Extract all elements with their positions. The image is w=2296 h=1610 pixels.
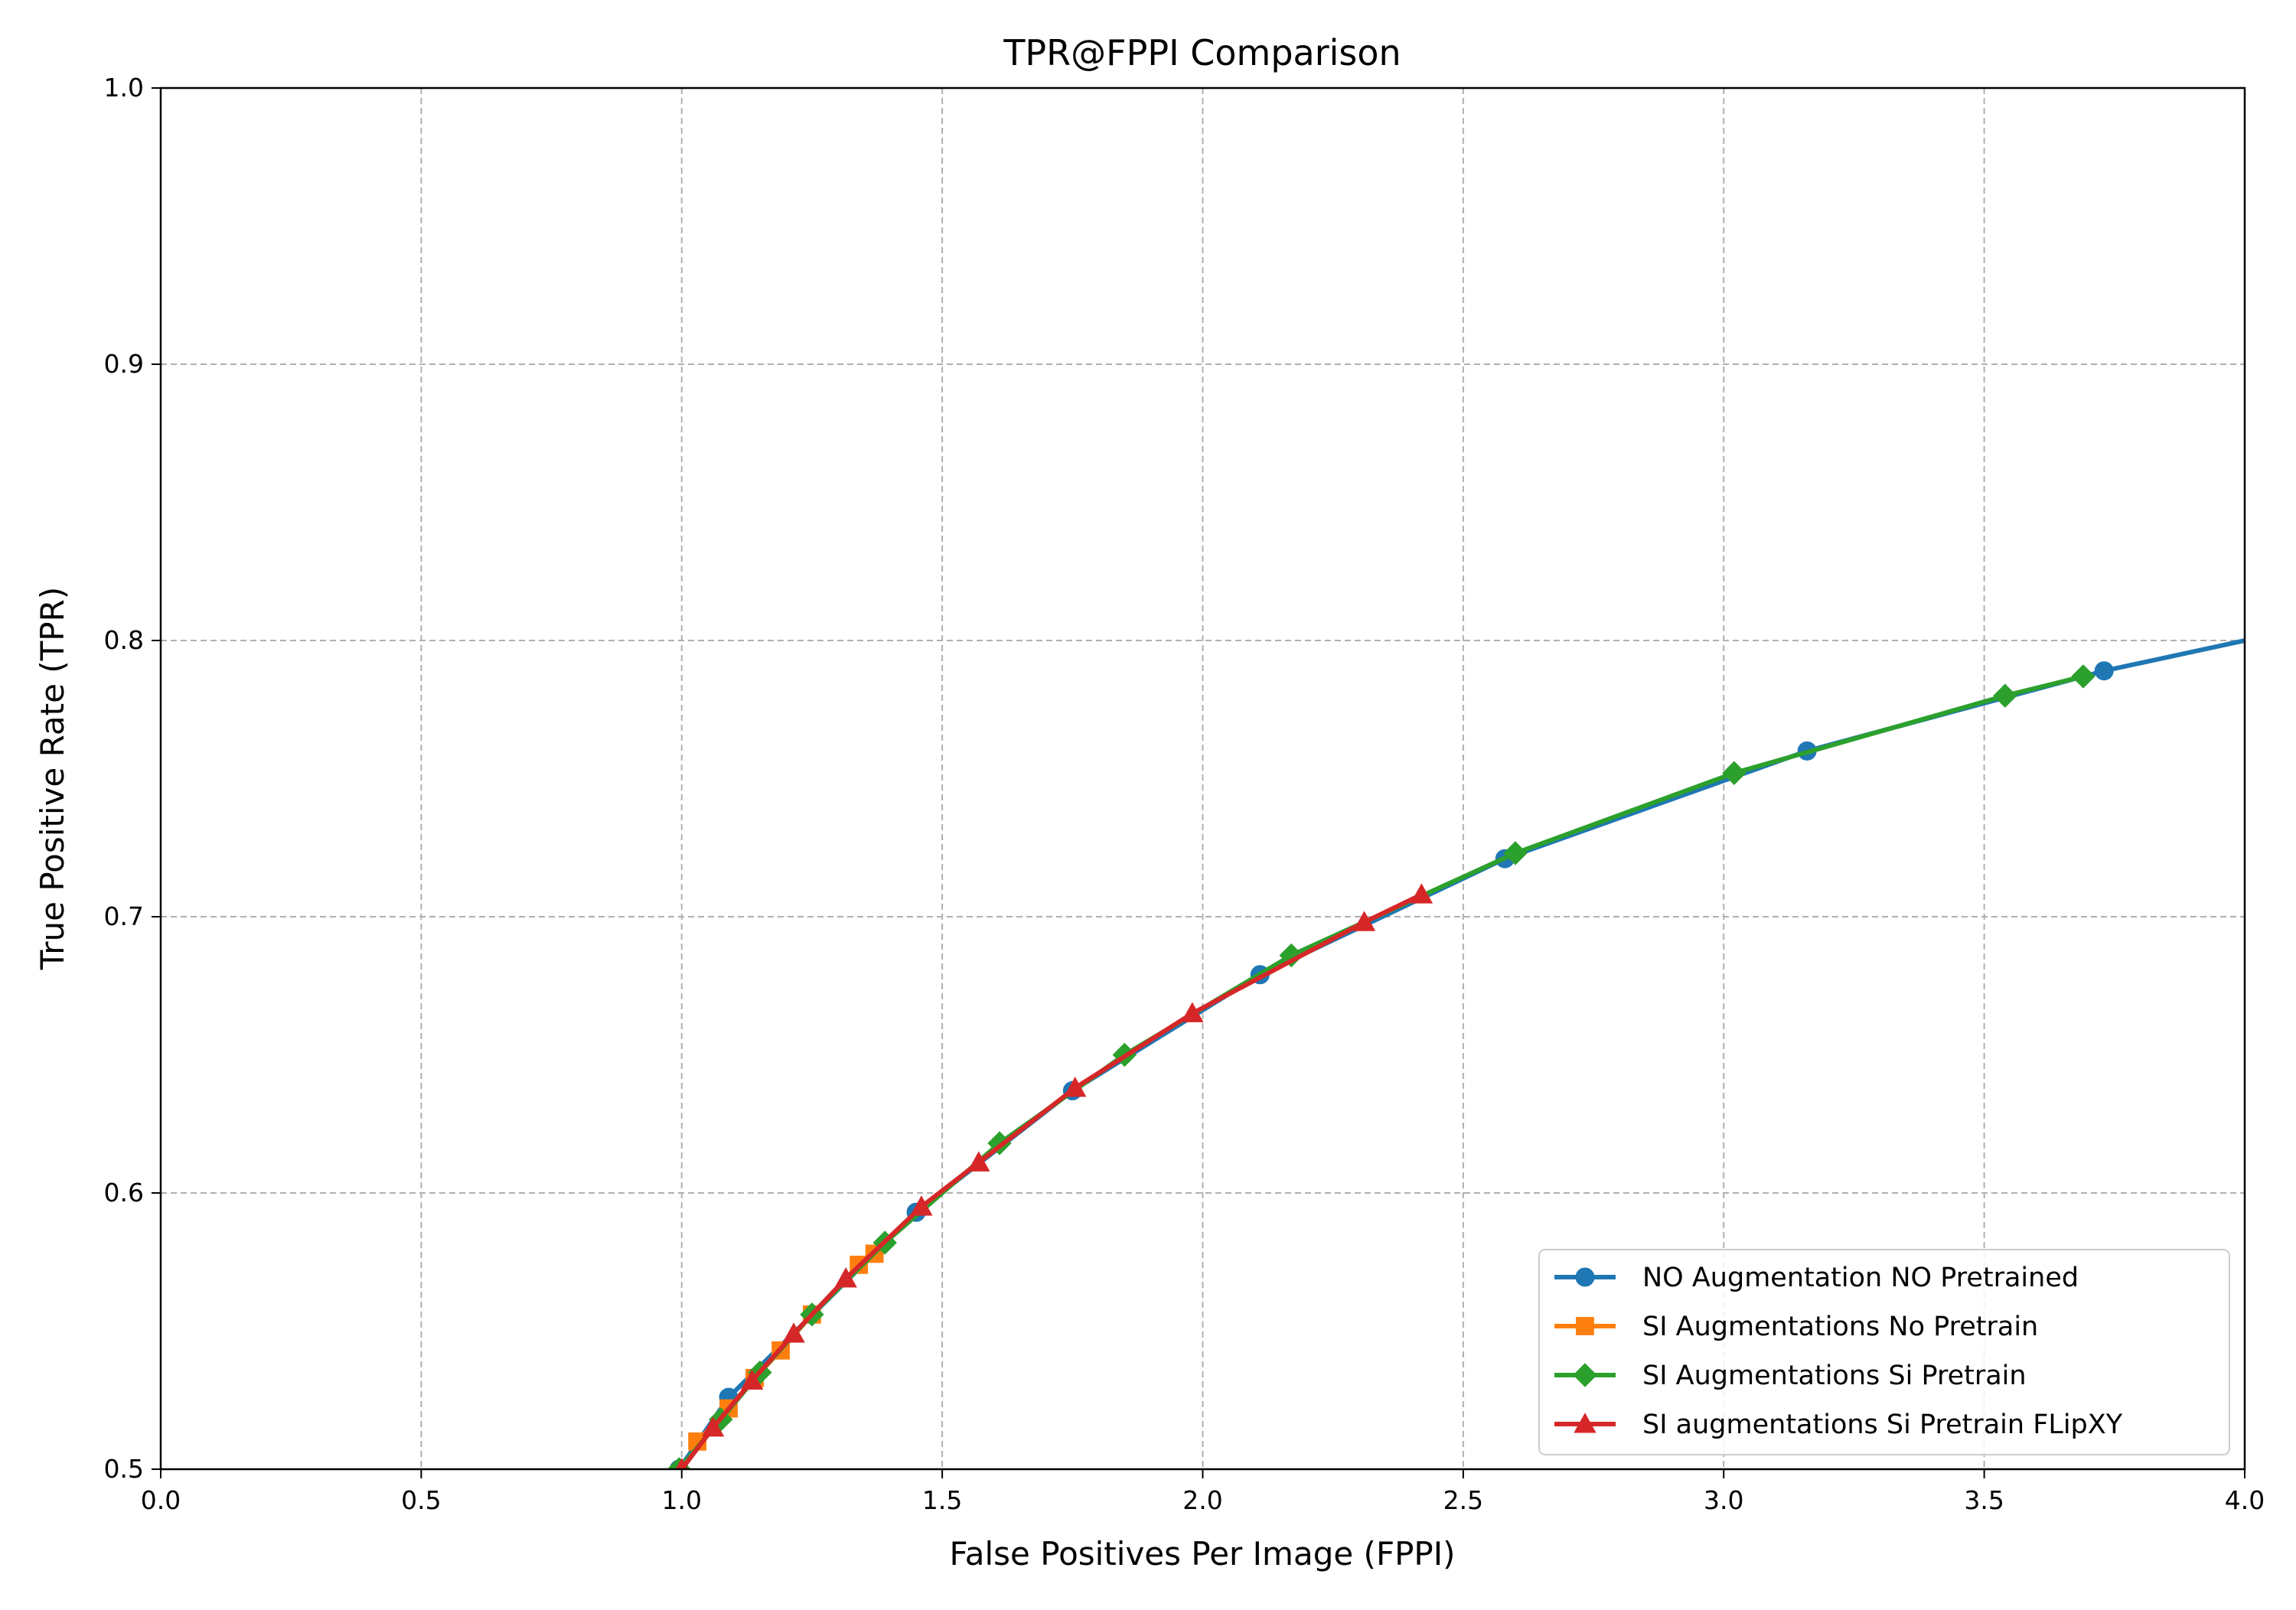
data-point [1279, 943, 1303, 968]
x-tick-label: 1.5 [922, 1485, 962, 1515]
x-tick-label: 2.0 [1182, 1485, 1222, 1515]
legend-item: SI Augmentations No Pretrain [1554, 1312, 2038, 1342]
data-point [1181, 1002, 1204, 1022]
legend-label: SI Augmentations No Pretrain [1642, 1312, 2038, 1342]
legend-frame [1538, 1249, 2230, 1455]
legend-item: SI augmentations Si Pretrain FLipXY [1554, 1410, 2123, 1440]
y-tick-label: 1.0 [104, 73, 144, 103]
series-group [667, 638, 2245, 1469]
data-point [1064, 1076, 1087, 1097]
chart-title: TPR@FPPI Comparison [1003, 32, 1401, 73]
data-point [701, 1416, 725, 1437]
data-point [1352, 911, 1376, 931]
legend-swatch-marker [1573, 1363, 1597, 1387]
x-tick-label: 0.5 [401, 1485, 441, 1515]
data-point [834, 1267, 857, 1288]
data-point [2094, 661, 2114, 681]
legend-label: NO Augmentation NO Pretrained [1642, 1263, 2079, 1293]
y-tick-label: 0.8 [104, 625, 144, 655]
x-tick-label: 0.0 [141, 1485, 181, 1515]
legend-swatch-marker [1574, 1413, 1596, 1433]
data-point [675, 1458, 688, 1469]
y-axis-label: True Positive Rate (TPR) [34, 587, 71, 970]
legend: NO Augmentation NO Pretrained SI Augmenta… [1538, 1249, 2230, 1455]
x-tick-label: 2.5 [1443, 1485, 1483, 1515]
axis-ticks: 0.0 0.5 1.0 1.5 2.0 2.5 3.0 3.5 4.00.50.60.70.80… [104, 73, 2265, 1515]
data-point [2071, 664, 2095, 689]
y-tick-label: 0.5 [104, 1454, 144, 1484]
y-tick-label: 0.7 [104, 901, 144, 931]
x-tick-label: 4.0 [2225, 1485, 2265, 1515]
legend-label: SI Augmentations Si Pretrain [1642, 1361, 2027, 1391]
legend-item: SI Augmentations Si Pretrain [1554, 1361, 2027, 1391]
data-point [741, 1369, 764, 1390]
y-tick-label: 0.6 [104, 1178, 144, 1208]
data-point [1993, 683, 2017, 708]
x-axis-label: False Positives Per Image (FPPI) [949, 1535, 1455, 1573]
data-point [782, 1322, 805, 1343]
data-point [1503, 841, 1528, 865]
data-point [1410, 883, 1433, 904]
x-tick-label: 3.0 [1704, 1485, 1743, 1515]
data-point [910, 1195, 933, 1216]
x-tick-label: 1.0 [662, 1485, 702, 1515]
data-point [1722, 761, 1746, 785]
data-point [967, 1151, 990, 1172]
series-4 [675, 883, 1433, 1469]
legend-swatch-marker [1576, 1317, 1594, 1335]
y-tick-label: 0.9 [104, 349, 144, 379]
x-tick-label: 3.5 [1964, 1485, 2004, 1515]
legend-label: SI augmentations Si Pretrain FLipXY [1642, 1410, 2123, 1440]
legend-item: NO Augmentation NO Pretrained [1554, 1263, 2079, 1293]
legend-swatch-marker [1575, 1267, 1595, 1287]
